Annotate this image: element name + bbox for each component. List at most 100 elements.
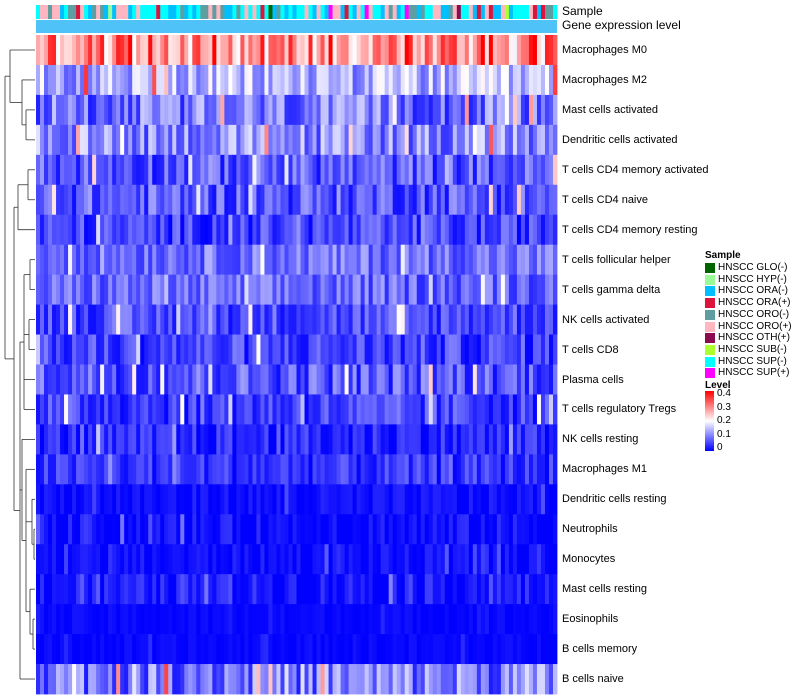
heatmap-cell	[120, 244, 125, 276]
heatmap-cell	[208, 574, 213, 605]
heatmap-cell	[440, 334, 446, 365]
heatmap-cell	[72, 364, 77, 395]
heatmap-cell	[528, 604, 534, 635]
heatmap-cell	[212, 394, 217, 425]
heatmap-cell	[44, 394, 49, 425]
heatmap-cell	[420, 244, 426, 276]
heatmap-cell	[452, 544, 458, 575]
sample-annotation-cell	[460, 5, 466, 19]
heatmap-cell	[380, 394, 386, 425]
heatmap-cell	[436, 454, 442, 485]
sample-annotation-cell	[308, 5, 313, 19]
heatmap-cell	[376, 35, 382, 66]
heatmap-cell	[80, 424, 85, 455]
heatmap-cell	[448, 574, 454, 605]
heatmap-cell	[432, 304, 438, 335]
heatmap-cell	[540, 94, 546, 126]
heatmap-cell	[372, 154, 378, 186]
heatmap-cell	[204, 274, 209, 305]
heatmap-cell	[388, 394, 394, 425]
heatmap-cell	[460, 574, 466, 605]
heatmap-cell	[552, 424, 558, 455]
heatmap-cell	[244, 544, 249, 575]
heatmap-cell	[88, 244, 93, 276]
heatmap-cell	[396, 304, 402, 335]
heatmap-cell	[148, 184, 153, 216]
heatmap-cell	[416, 154, 422, 186]
heatmap-cell	[324, 154, 329, 186]
heatmap-cell	[224, 484, 229, 515]
heatmap-cell	[416, 94, 422, 126]
heatmap-cell	[188, 574, 193, 605]
heatmap-cell	[220, 454, 225, 485]
heatmap-cell	[520, 214, 526, 246]
heatmap-cell	[376, 574, 382, 605]
heatmap-cell	[316, 394, 321, 425]
heatmap-cell	[440, 154, 446, 186]
heatmap-cell	[84, 184, 89, 216]
heatmap-cell	[296, 424, 301, 455]
heatmap-cell	[208, 514, 213, 545]
heatmap-cell	[500, 64, 506, 96]
heatmap-cell	[160, 124, 165, 156]
heatmap-cell	[536, 274, 542, 305]
heatmap-cell	[472, 664, 478, 695]
heatmap-cell	[200, 574, 205, 605]
sample-annotation-cell	[356, 5, 362, 19]
sample-annotation-cell	[216, 5, 221, 19]
heatmap-cell	[92, 244, 97, 276]
heatmap-cell	[128, 214, 133, 246]
heatmap-cell	[424, 604, 430, 635]
heatmap-cell	[132, 484, 137, 515]
heatmap-cell	[452, 274, 458, 305]
heatmap-cell	[48, 124, 53, 156]
heatmap-cell	[512, 214, 518, 246]
heatmap-cell	[452, 664, 458, 695]
heatmap-cell	[44, 274, 49, 305]
heatmap-cell	[296, 574, 301, 605]
heatmap-cell	[116, 364, 121, 395]
heatmap-cell	[60, 544, 65, 575]
row-label: T cells regulatory Tregs	[562, 403, 677, 416]
heatmap-cell	[316, 634, 321, 665]
heatmap-cell	[188, 484, 193, 515]
heatmap-cell	[444, 424, 450, 455]
sample-annotation-cell	[168, 5, 173, 19]
heatmap-cell	[264, 64, 269, 96]
heatmap-cell	[504, 424, 510, 455]
heatmap-cell	[276, 124, 281, 156]
heatmap-cell	[452, 364, 458, 395]
heatmap-cell	[36, 184, 41, 216]
heatmap-cell	[468, 64, 474, 96]
heatmap-cell	[140, 394, 145, 425]
heatmap-cell	[160, 394, 165, 425]
heatmap-cell	[544, 244, 550, 276]
heatmap-cell	[48, 64, 53, 96]
heatmap-cell	[40, 394, 45, 425]
heatmap-cell	[116, 244, 121, 276]
heatmap-cell	[456, 544, 462, 575]
heatmap-cell	[168, 424, 173, 455]
heatmap-cell	[332, 154, 337, 186]
heatmap-cell	[396, 64, 402, 96]
heatmap-cell	[420, 35, 426, 66]
heatmap-cell	[424, 64, 430, 96]
heatmap-cell	[496, 184, 502, 216]
heatmap-cell	[544, 334, 550, 365]
heatmap-cell	[408, 364, 414, 395]
heatmap-cell	[524, 64, 530, 96]
heatmap-cell	[496, 154, 502, 186]
heatmap-cell	[212, 484, 217, 515]
heatmap-cell	[248, 124, 253, 156]
heatmap-cell	[228, 334, 233, 365]
heatmap-cell	[128, 514, 133, 545]
heatmap-cell	[120, 424, 125, 455]
heatmap-cell	[448, 364, 454, 395]
heatmap-cell	[452, 214, 458, 246]
heatmap-cell	[36, 664, 41, 695]
heatmap-cell	[456, 424, 462, 455]
heatmap-cell	[192, 184, 197, 216]
heatmap-cell	[268, 634, 273, 665]
heatmap-cell	[60, 124, 65, 156]
heatmap-cell	[212, 94, 217, 126]
